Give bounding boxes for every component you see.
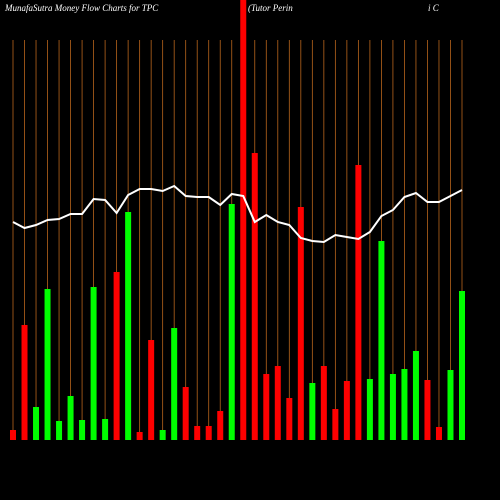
bar bbox=[309, 383, 316, 440]
bar bbox=[240, 0, 247, 440]
bar bbox=[194, 426, 201, 440]
bar bbox=[136, 432, 143, 440]
bar bbox=[389, 374, 396, 440]
bar bbox=[274, 366, 281, 440]
bar bbox=[182, 387, 189, 440]
bar bbox=[102, 419, 109, 440]
bar bbox=[113, 272, 120, 440]
bar bbox=[205, 426, 212, 440]
bar bbox=[297, 207, 304, 440]
chart-title: MunafaSutra Money Flow Charts for TPC bbox=[4, 3, 159, 13]
chart-subtitle: (Tutor Perin bbox=[248, 3, 293, 13]
bar bbox=[378, 241, 385, 440]
chart-subtitle-tail: i C bbox=[428, 3, 440, 13]
bar bbox=[90, 287, 97, 440]
bar bbox=[355, 165, 362, 440]
bar bbox=[447, 370, 454, 440]
bar bbox=[33, 407, 40, 440]
bar bbox=[332, 409, 339, 440]
bar bbox=[56, 421, 63, 440]
bar bbox=[159, 430, 166, 440]
bar bbox=[424, 380, 431, 440]
bar bbox=[343, 381, 350, 440]
bar bbox=[44, 289, 51, 440]
bar bbox=[21, 325, 28, 440]
bar bbox=[125, 212, 132, 440]
bar bbox=[79, 420, 86, 440]
bar bbox=[148, 340, 155, 440]
bar bbox=[435, 427, 442, 440]
bar bbox=[10, 430, 16, 440]
bar bbox=[366, 379, 373, 440]
bar bbox=[412, 351, 419, 440]
bar bbox=[401, 369, 408, 440]
bar bbox=[459, 291, 465, 440]
bar bbox=[320, 366, 327, 440]
bar bbox=[251, 153, 258, 440]
bar bbox=[217, 411, 224, 440]
bar bbox=[67, 396, 74, 440]
bar bbox=[286, 398, 293, 440]
money-flow-line bbox=[12, 184, 463, 244]
bar bbox=[171, 328, 178, 440]
bar bbox=[228, 204, 235, 440]
bar bbox=[263, 374, 270, 440]
